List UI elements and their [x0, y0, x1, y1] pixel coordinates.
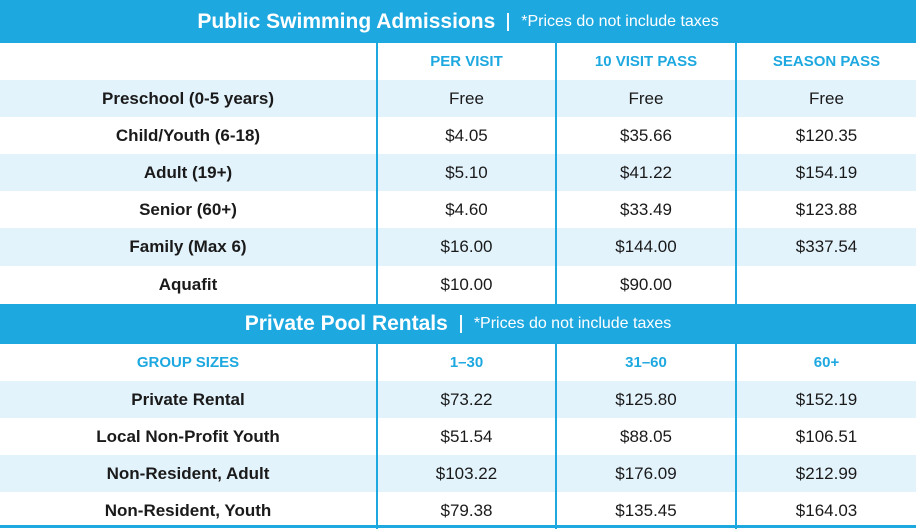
table-row: Private Rental $73.22 $125.80 $152.19	[0, 381, 916, 418]
public-tax-note: *Prices do not include taxes	[521, 12, 719, 30]
header-60-plus: 60+	[734, 344, 916, 381]
header-group-sizes: GROUP SIZES	[136, 354, 240, 371]
price-cell: $88.05	[555, 418, 736, 455]
row-label: Local Non-Profit Youth	[96, 426, 280, 446]
header-1-30: 1–30	[376, 344, 556, 381]
price-cell: $16.00	[376, 228, 556, 266]
header-category	[0, 43, 377, 80]
price-cell: $123.88	[734, 191, 916, 228]
price-cell: $35.66	[555, 117, 736, 154]
price-cell: $4.60	[376, 191, 556, 228]
price-cell: $90.00	[555, 266, 736, 304]
header-10-visit-pass: 10 VISIT PASS	[555, 43, 736, 80]
bottom-rule	[0, 525, 916, 528]
title-divider	[459, 315, 462, 333]
price-cell: $154.19	[734, 154, 916, 191]
price-cell: Free	[376, 80, 556, 117]
price-cell: $79.38	[376, 492, 556, 529]
price-cell: $73.22	[376, 381, 556, 418]
table-row: Family (Max 6) $16.00 $144.00 $337.54	[0, 228, 916, 266]
title-divider	[507, 12, 510, 31]
header-31-60: 31–60	[555, 344, 736, 381]
price-cell: $337.54	[734, 228, 916, 266]
table-row: Child/Youth (6-18) $4.05 $35.66 $120.35	[0, 117, 916, 154]
row-label: Child/Youth (6-18)	[115, 125, 261, 145]
price-cell	[734, 266, 916, 304]
price-cell: $106.51	[734, 418, 916, 455]
row-label: Non-Resident, Adult	[0, 455, 377, 492]
price-cell: $10.00	[376, 266, 556, 304]
table-row: Non-Resident, Youth $79.38 $135.45 $164.…	[0, 492, 916, 529]
price-cell: Free	[555, 80, 736, 117]
price-cell: $4.05	[376, 117, 556, 154]
price-cell: $212.99	[734, 455, 916, 492]
price-cell: $144.00	[555, 228, 736, 266]
row-label: Adult (19+)	[0, 154, 377, 191]
row-label: Aquafit	[158, 275, 218, 294]
price-cell: $120.35	[734, 117, 916, 154]
table-row: Preschool (0-5 years) Free Free Free	[0, 80, 916, 117]
price-cell: Free	[734, 80, 916, 117]
header-per-visit: PER VISIT	[376, 43, 556, 80]
header-season-pass: SEASON PASS	[734, 43, 916, 80]
price-cell: $51.54	[376, 418, 556, 455]
private-column-headers: GROUP SIZES 1–30 31–60 60+	[0, 344, 916, 381]
public-column-headers: PER VISIT 10 VISIT PASS SEASON PASS	[0, 43, 916, 80]
private-rentals-banner: Private Pool Rentals *Prices do not incl…	[0, 304, 916, 344]
table-row: Aquafit $10.00 $90.00	[0, 266, 916, 304]
price-cell: $103.22	[376, 455, 556, 492]
table-row: Non-Resident, Adult $103.22 $176.09 $212…	[0, 455, 916, 492]
row-label: Preschool (0-5 years)	[0, 80, 377, 117]
price-cell: $152.19	[734, 381, 916, 418]
row-label: Non-Resident, Youth	[104, 500, 272, 520]
price-cell: $176.09	[555, 455, 736, 492]
price-cell: $5.10	[376, 154, 556, 191]
table-row: Senior (60+) $4.60 $33.49 $123.88	[0, 191, 916, 228]
public-admissions-title: Public Swimming Admissions	[197, 9, 496, 33]
private-rentals-title: Private Pool Rentals	[244, 312, 448, 335]
table-row: Adult (19+) $5.10 $41.22 $154.19	[0, 154, 916, 191]
price-cell: $135.45	[555, 492, 736, 529]
private-tax-note: *Prices do not include taxes	[473, 315, 672, 332]
row-label: Family (Max 6)	[0, 228, 377, 266]
table-row: Local Non-Profit Youth $51.54 $88.05 $10…	[0, 418, 916, 455]
price-cell: $33.49	[555, 191, 736, 228]
row-label: Private Rental	[0, 381, 377, 418]
price-cell: $164.03	[734, 492, 916, 529]
price-cell: $125.80	[555, 381, 736, 418]
row-label: Senior (60+)	[139, 199, 237, 219]
public-admissions-banner: Public Swimming Admissions *Prices do no…	[0, 0, 916, 43]
price-cell: $41.22	[555, 154, 736, 191]
